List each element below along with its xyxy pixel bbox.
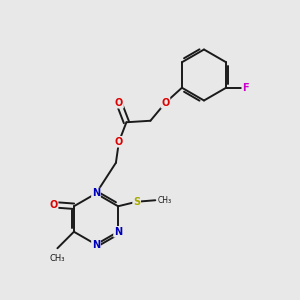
Text: O: O: [115, 137, 123, 147]
Text: F: F: [242, 83, 249, 93]
Text: N: N: [92, 239, 100, 250]
Text: O: O: [161, 98, 169, 108]
Text: CH₃: CH₃: [158, 196, 172, 205]
Text: CH₃: CH₃: [50, 254, 65, 263]
Text: N: N: [92, 188, 100, 199]
Text: O: O: [50, 200, 58, 210]
Text: S: S: [133, 197, 140, 207]
Text: O: O: [115, 98, 123, 108]
Text: N: N: [114, 227, 122, 237]
